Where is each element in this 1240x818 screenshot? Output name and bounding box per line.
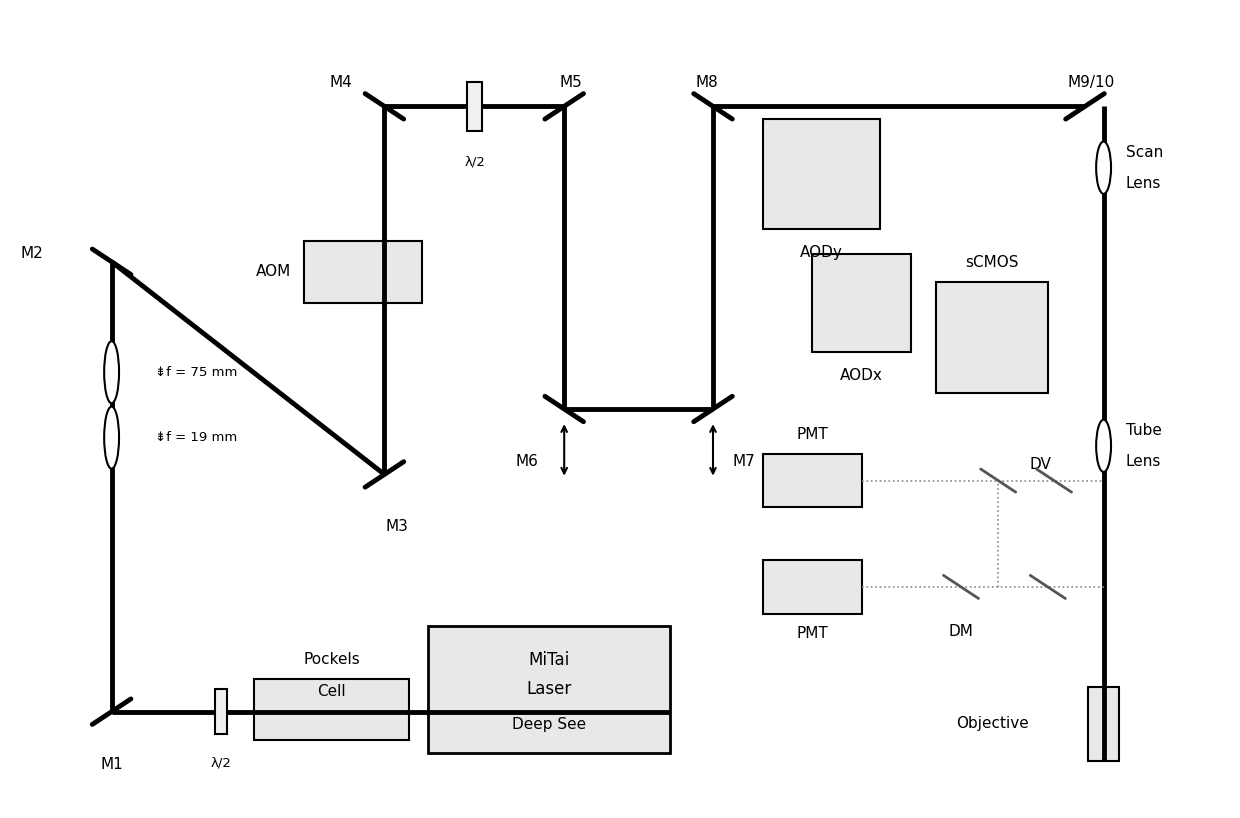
Text: MiTai: MiTai <box>528 651 569 669</box>
Text: M9/10: M9/10 <box>1068 75 1115 90</box>
Bar <box>304 241 422 303</box>
Bar <box>428 626 670 753</box>
Bar <box>254 679 409 740</box>
Text: ⇟f = 19 mm: ⇟f = 19 mm <box>155 431 237 444</box>
Text: M2: M2 <box>21 246 43 261</box>
Ellipse shape <box>104 341 119 403</box>
Text: ⇟f = 75 mm: ⇟f = 75 mm <box>155 366 237 379</box>
Text: λ/2: λ/2 <box>211 757 231 770</box>
Text: Objective: Objective <box>956 717 1029 731</box>
Text: Pockels: Pockels <box>304 652 360 667</box>
Text: DV: DV <box>1029 457 1052 473</box>
Text: Cell: Cell <box>317 685 346 699</box>
Text: sCMOS: sCMOS <box>965 255 1019 270</box>
Text: Deep See: Deep See <box>512 717 585 732</box>
Text: DM: DM <box>949 624 973 639</box>
Text: AODx: AODx <box>841 368 883 383</box>
Text: AODy: AODy <box>800 245 843 260</box>
Bar <box>812 254 911 352</box>
Text: Scan: Scan <box>1126 145 1163 160</box>
Text: Tube: Tube <box>1126 423 1162 438</box>
Text: M3: M3 <box>386 519 408 534</box>
Bar <box>763 560 862 614</box>
Text: λ/2: λ/2 <box>465 155 485 169</box>
Bar <box>763 119 880 229</box>
Text: M7: M7 <box>733 454 755 469</box>
Text: PMT: PMT <box>796 427 828 442</box>
Ellipse shape <box>1096 420 1111 472</box>
Text: AOM: AOM <box>257 264 291 280</box>
Text: M4: M4 <box>330 75 352 90</box>
Ellipse shape <box>1096 142 1111 194</box>
Bar <box>763 454 862 507</box>
Bar <box>936 282 1048 393</box>
Text: M5: M5 <box>559 75 582 90</box>
Bar <box>1089 687 1120 761</box>
Text: PMT: PMT <box>796 626 828 640</box>
Bar <box>467 82 482 131</box>
Text: Lens: Lens <box>1126 454 1162 469</box>
Text: M1: M1 <box>100 757 123 771</box>
Text: Laser: Laser <box>526 680 572 699</box>
Text: M6: M6 <box>516 454 538 469</box>
Bar <box>215 689 227 735</box>
Ellipse shape <box>104 407 119 469</box>
Text: Lens: Lens <box>1126 176 1162 191</box>
Text: M8: M8 <box>696 75 718 90</box>
